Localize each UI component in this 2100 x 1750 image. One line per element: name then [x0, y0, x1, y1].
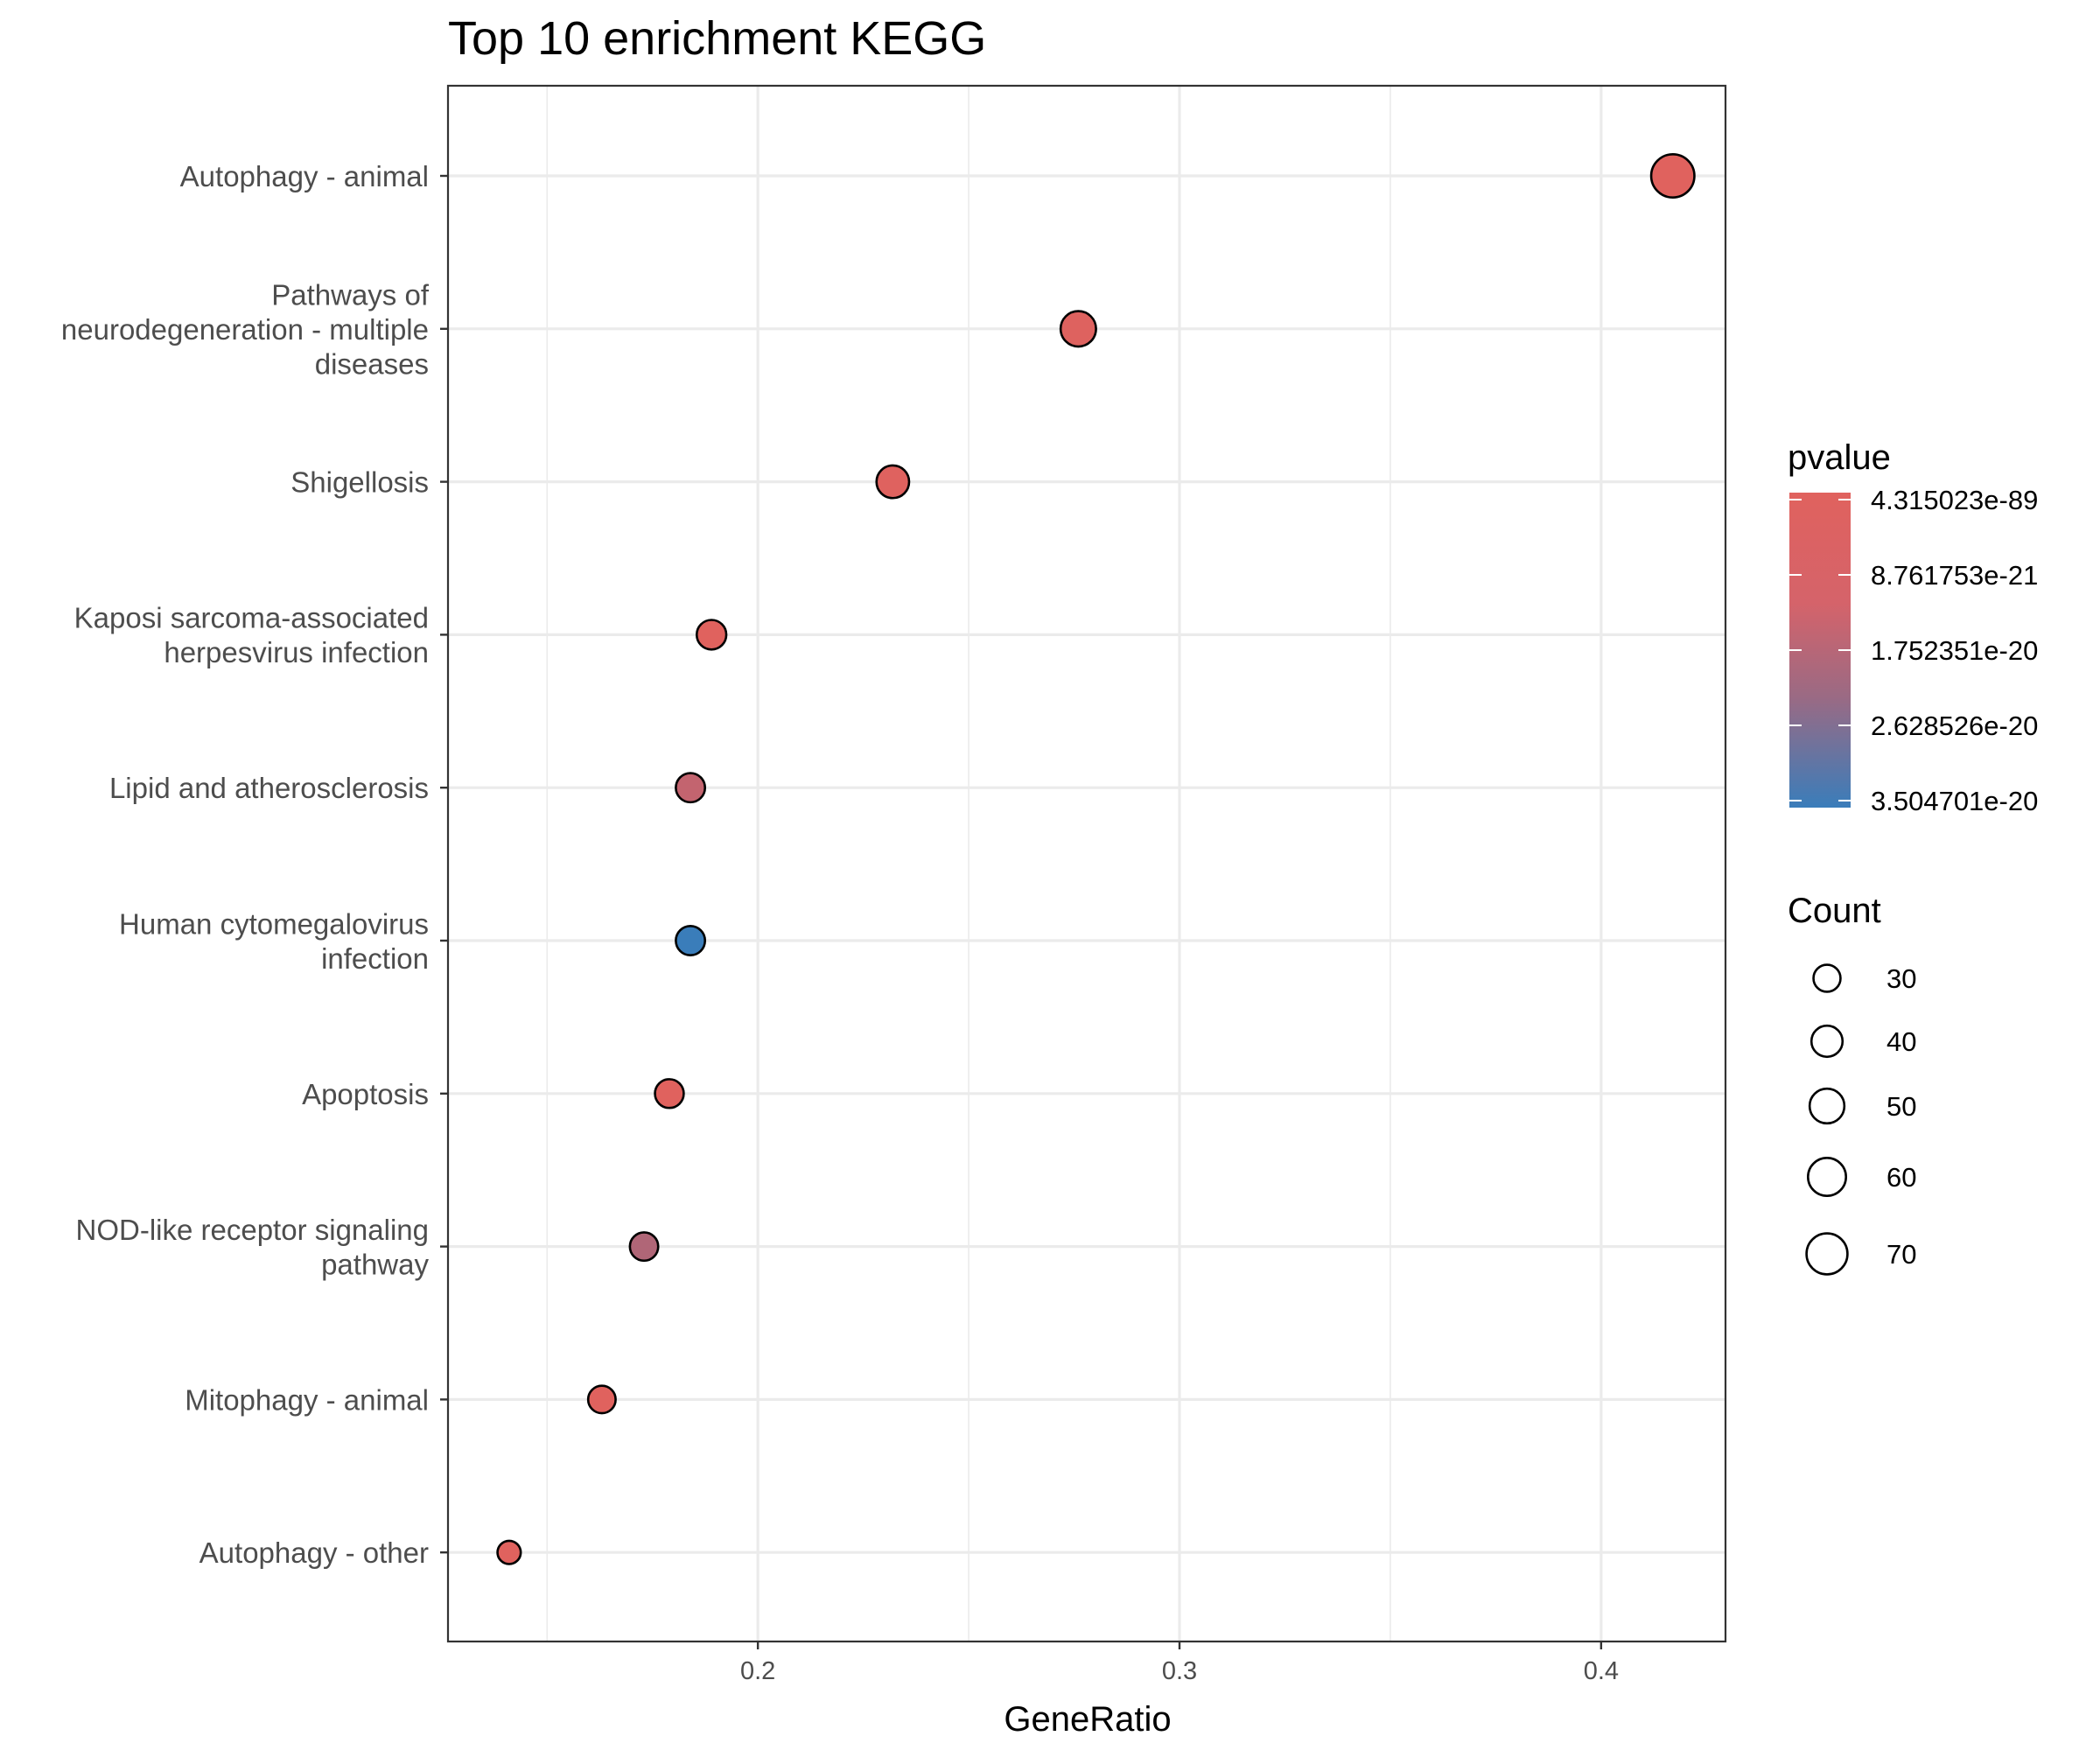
- count-legend-label: 50: [1886, 1091, 1916, 1122]
- y-tick-label: neurodegeneration - multiple: [61, 313, 429, 346]
- count-legend-label: 70: [1886, 1239, 1916, 1270]
- y-tick-label: Shigellosis: [290, 466, 429, 499]
- data-point: [675, 772, 707, 804]
- panel-border: [446, 84, 1727, 1643]
- count-legend-circle: [1810, 1024, 1844, 1059]
- y-tick-label: diseases: [315, 347, 429, 380]
- legend-area: pvalue Count 4.315023e-89 8.761753e-21 1.7…: [1788, 438, 2038, 1276]
- data-point: [675, 925, 707, 956]
- data-point: [628, 1231, 660, 1263]
- pvalue-legend-title: pvalue: [1788, 438, 1891, 477]
- y-tick-label: Apoptosis: [302, 1078, 429, 1110]
- pvalue-legend-label: 2.628526e-20: [1871, 710, 2038, 741]
- y-tick-label: pathway: [321, 1248, 429, 1280]
- y-tick-label: Kaposi sarcoma-associated: [74, 602, 429, 634]
- count-legend-label: 30: [1886, 963, 1916, 994]
- data-point: [695, 619, 728, 651]
- pvalue-legend-label: 1.752351e-20: [1871, 635, 2038, 666]
- count-legend-label: 40: [1886, 1026, 1916, 1057]
- count-legend-circle: [1806, 1156, 1848, 1198]
- y-tick-label: infection: [321, 942, 429, 975]
- data-point: [1059, 310, 1097, 348]
- pvalue-legend-label: 3.504701e-20: [1871, 786, 2038, 816]
- data-point: [654, 1078, 685, 1110]
- chart-title: Top 10 enrichment KEGG: [448, 12, 986, 65]
- count-legend-circle: [1812, 963, 1842, 993]
- x-tick-label: 0.2: [740, 1657, 775, 1685]
- y-tick-label: Autophagy - animal: [180, 160, 429, 192]
- count-legend-circle: [1808, 1087, 1846, 1125]
- x-tick-label: 0.3: [1162, 1657, 1197, 1685]
- x-tick-label: 0.4: [1584, 1657, 1619, 1685]
- data-point: [1649, 153, 1696, 199]
- y-tick-label: Mitophagy - animal: [185, 1383, 429, 1416]
- count-legend-label: 60: [1886, 1162, 1916, 1193]
- y-tick-label: Lipid and atherosclerosis: [109, 772, 429, 804]
- x-axis-title: GeneRatio: [1004, 1700, 1171, 1739]
- y-tick-label: Human cytomegalovirus: [119, 907, 429, 940]
- y-tick-label: Autophagy - other: [200, 1536, 429, 1569]
- y-tick-label: Pathways of: [271, 278, 430, 311]
- data-point: [496, 1539, 522, 1565]
- count-legend-title: Count: [1788, 892, 1881, 930]
- data-point: [875, 464, 911, 500]
- plot-area: Autophagy - animal Pathways ofneurodegene…: [61, 84, 1727, 1685]
- y-tick-label: NOD-like receptor signaling: [76, 1214, 430, 1246]
- pvalue-legend-label: 4.315023e-89: [1871, 485, 2038, 515]
- y-tick-label: herpesvirus infection: [164, 636, 429, 668]
- pvalue-legend-label: 8.761753e-21: [1871, 560, 2038, 591]
- count-legend-circle: [1805, 1232, 1849, 1276]
- data-point: [586, 1384, 617, 1415]
